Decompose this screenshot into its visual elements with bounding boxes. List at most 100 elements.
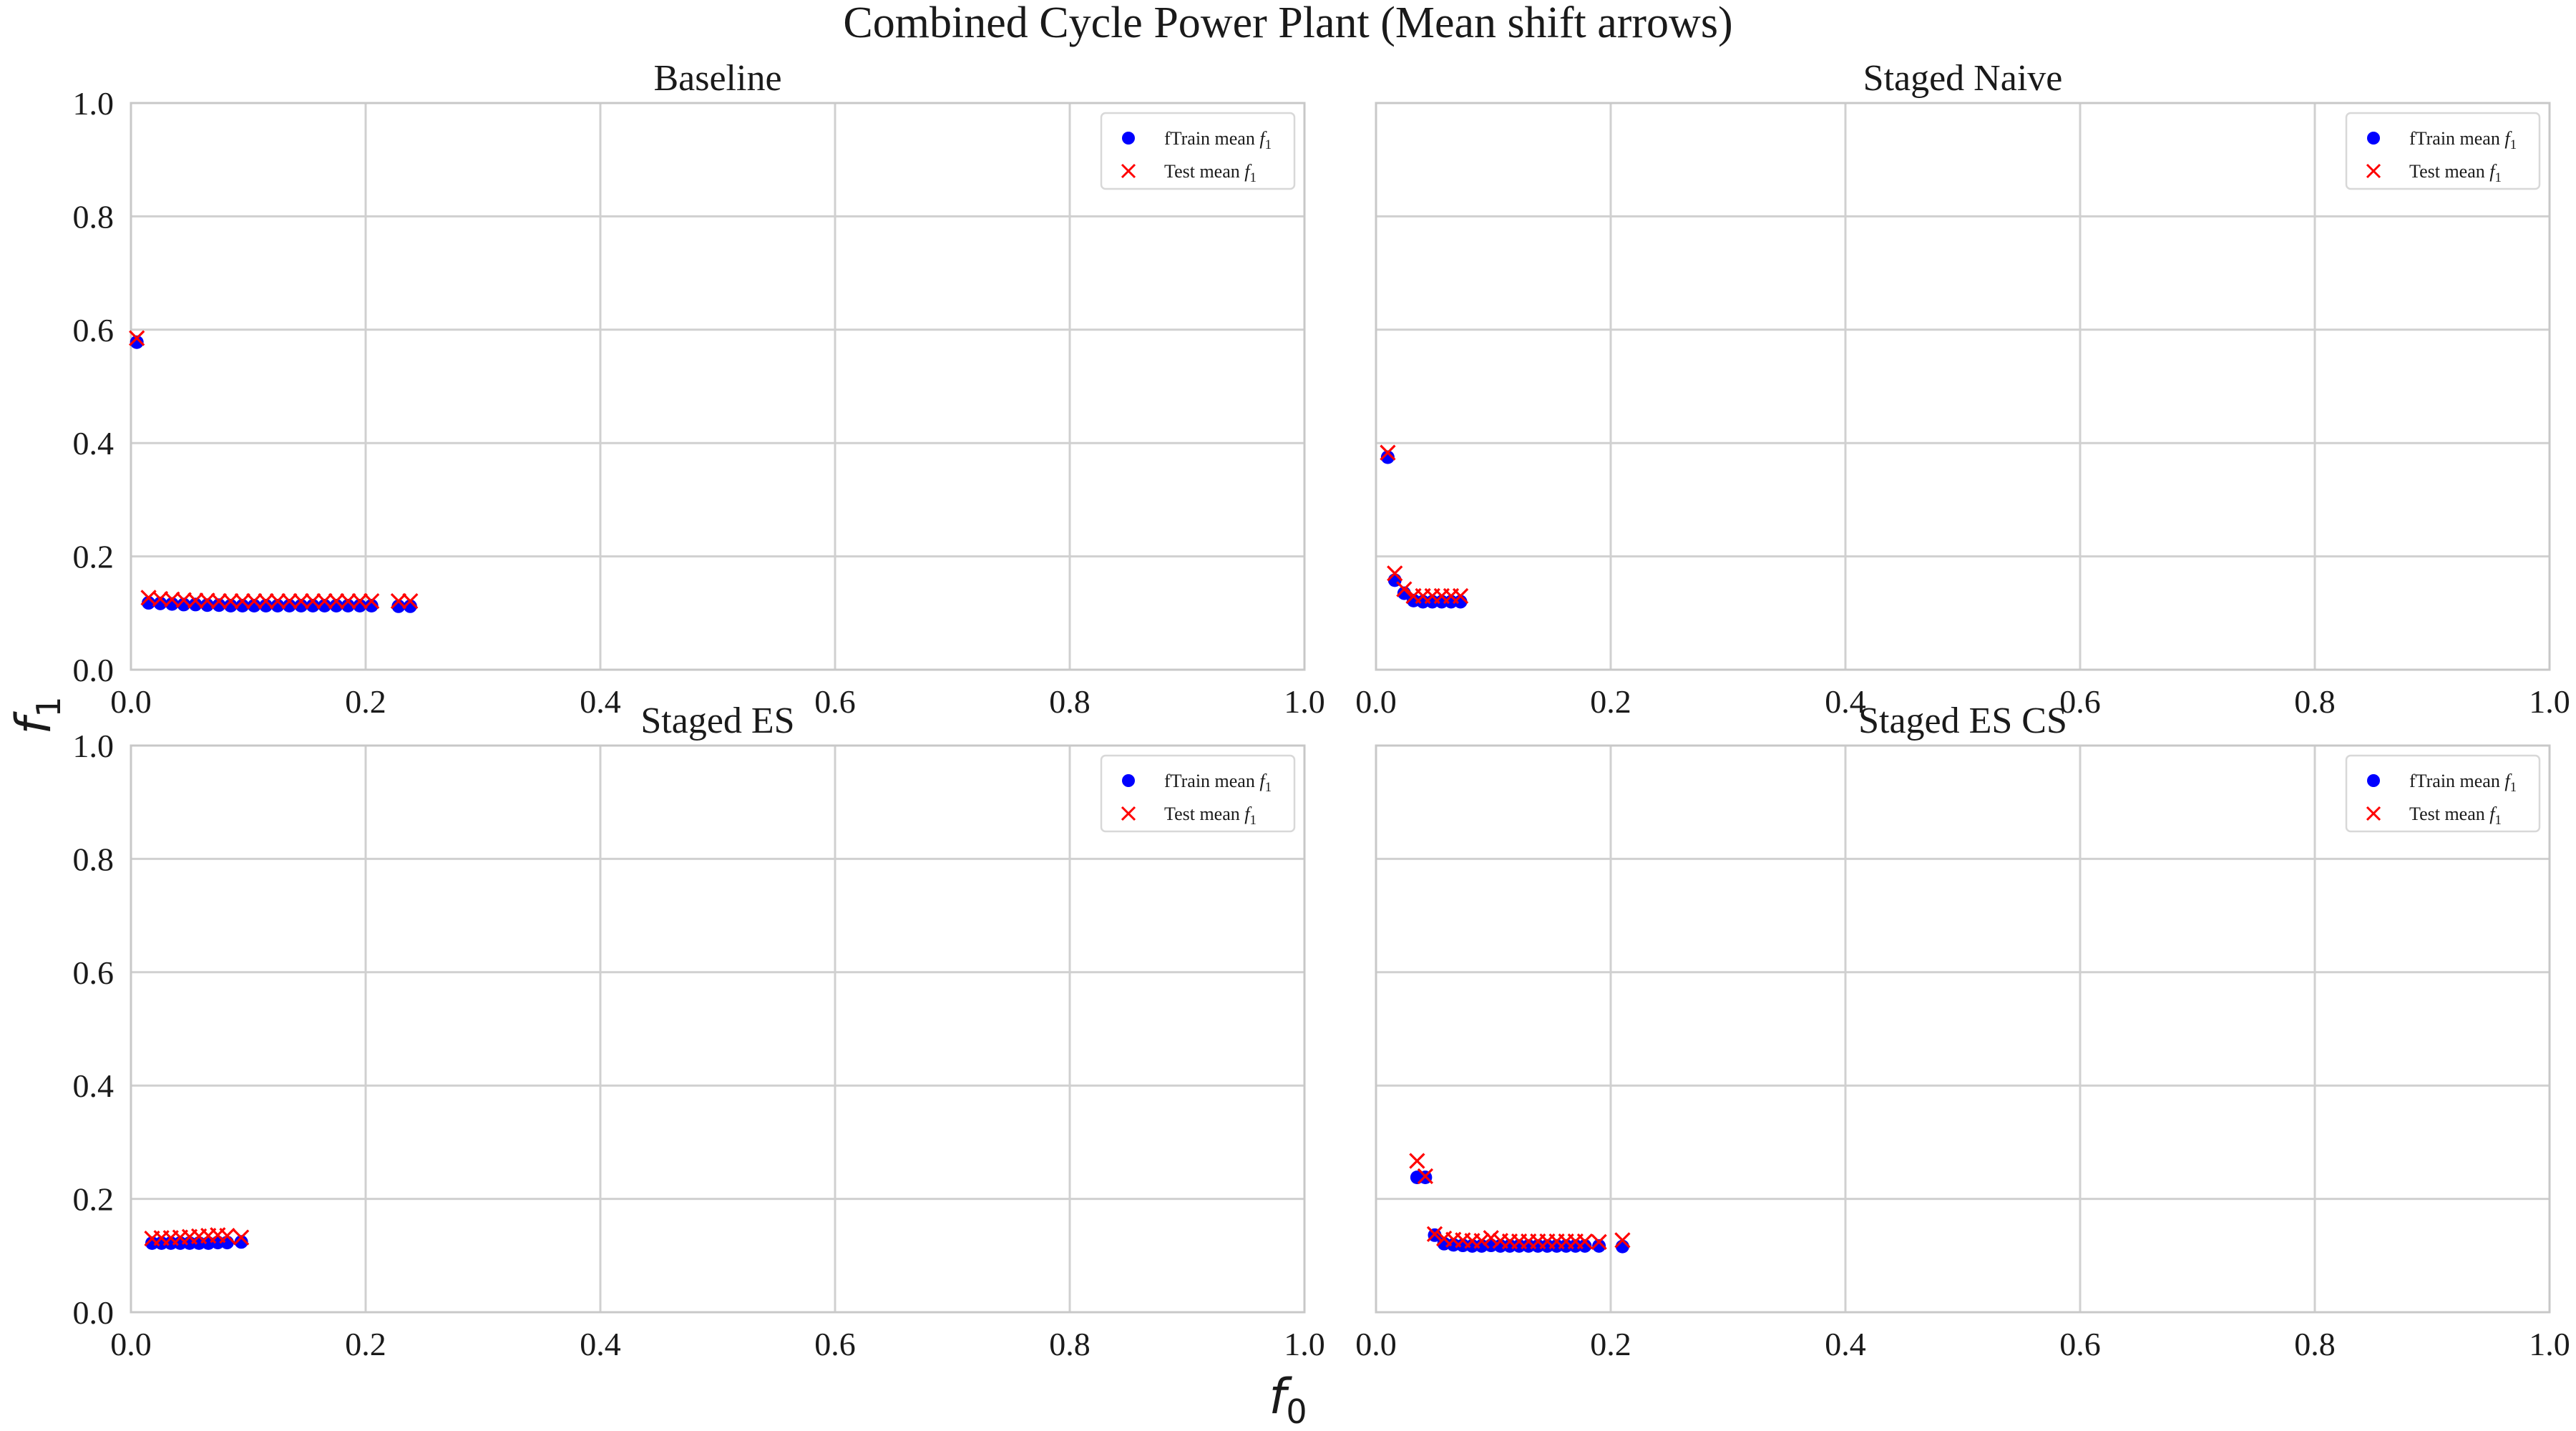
test-point [1576, 1233, 1594, 1250]
test-point [364, 593, 380, 610]
test-point [390, 593, 407, 610]
y-tick-label: 0.0 [73, 652, 114, 688]
test-point [316, 593, 333, 610]
x-tick-label: 0.4 [1825, 683, 1866, 720]
test-point [1409, 1153, 1425, 1169]
train-point [155, 1236, 169, 1250]
train-point [220, 1236, 234, 1250]
test-point [210, 593, 228, 610]
train-point [1550, 1239, 1564, 1253]
test-point [1473, 1233, 1490, 1249]
x-tick-label: 0.6 [814, 1326, 856, 1362]
legend-label-var: f [2489, 161, 2497, 182]
test-point [1483, 1230, 1499, 1246]
train-point [1512, 1239, 1526, 1253]
legend-label-var: f [1244, 161, 1252, 182]
test-point [351, 593, 368, 610]
train-point [329, 599, 343, 613]
train-point [1465, 1239, 1479, 1253]
legend-label-var: f [2504, 128, 2512, 149]
train-point [153, 596, 167, 610]
subplot-4: Staged ES CS 0.0 0.2 0.4 0.6 0.8 1.0 fTrain mea… [1355, 700, 2570, 1362]
train-point [1559, 1239, 1574, 1253]
train-point [259, 599, 273, 613]
train-point [1540, 1239, 1554, 1253]
train-point [1592, 1239, 1606, 1253]
legend-test-marker [1121, 163, 1136, 179]
series-test [1380, 444, 1469, 605]
axes-frame [130, 102, 1306, 671]
x-tick-label: 0.0 [110, 1326, 152, 1362]
x-tick-label: 0.6 [2059, 1326, 2101, 1362]
legend-label-text: Test mean [2409, 804, 2489, 824]
series-test [129, 330, 419, 610]
legend-box [2345, 754, 2541, 833]
test-point [340, 593, 356, 610]
test-point [1387, 565, 1403, 582]
legend-train-marker [2367, 774, 2380, 787]
x-tick-label: 0.0 [1355, 1326, 1397, 1362]
figure-title: Combined Cycle Power Plant (Mean shift a… [843, 0, 1732, 47]
legend-test-marker [2366, 163, 2381, 179]
train-point [130, 335, 144, 349]
legend-label-sub: 1 [2510, 780, 2517, 795]
test-point [1426, 1226, 1443, 1242]
legend-train-marker [1122, 132, 1135, 145]
legend-box [1100, 112, 1296, 190]
x-tick-label: 0.4 [1825, 1326, 1866, 1362]
test-point [293, 593, 309, 610]
train-point [212, 598, 226, 612]
test-point [164, 591, 180, 607]
y-axis-label-sub: 1 [29, 696, 68, 717]
legend-test-marker [2366, 806, 2381, 821]
test-point [1452, 587, 1469, 605]
train-point [1380, 450, 1395, 464]
y-tick-label: 0.2 [73, 539, 114, 575]
y-tick-label: 0.6 [73, 954, 114, 991]
legend-label-sub: 1 [2495, 813, 2502, 828]
x-tick-label: 0.2 [345, 1326, 386, 1362]
train-point [318, 599, 332, 613]
legend-label-var: f [2489, 804, 2497, 824]
legend-label: Test mean f1 [1164, 804, 1257, 828]
test-point [187, 592, 204, 609]
legend-label-sub: 1 [1250, 813, 1257, 828]
x-tick-label: 0.6 [2059, 683, 2101, 720]
train-point [364, 599, 379, 613]
train-point [234, 1235, 248, 1249]
x-axis-label-sub: 0 [1286, 1392, 1307, 1431]
legend-label-text: fTrain mean [1164, 771, 1259, 791]
series-test [1409, 1153, 1631, 1250]
legend-label: Test mean f1 [2409, 804, 2502, 828]
train-point [142, 596, 156, 610]
test-point [175, 592, 192, 608]
train-point [145, 1236, 160, 1250]
subplot-1: Baseline 0.0 0.2 0.4 0.6 0.8 1.0 0.0 0.2 0.4 0.6 0.… [73, 58, 1325, 720]
test-point [129, 330, 145, 346]
test-point [269, 593, 286, 610]
train-point [1578, 1239, 1592, 1253]
y-tick-label: 0.8 [73, 198, 114, 235]
legend-label-var: f [1244, 804, 1252, 824]
axes-frame [130, 744, 1306, 1314]
test-point [223, 593, 239, 610]
legend-train-marker [2367, 132, 2380, 145]
train-point [391, 599, 406, 613]
legend-label-text: Test mean [2409, 161, 2489, 182]
train-point [1531, 1239, 1545, 1253]
x-tick-label: 0.2 [1590, 1326, 1631, 1362]
legend-label-text: Test mean [1164, 804, 1244, 824]
subplot-title: Staged Naive [1863, 58, 2063, 99]
train-point [223, 599, 238, 613]
y-tick-label: 1.0 [73, 85, 114, 122]
test-point [199, 592, 215, 609]
test-point [1417, 1168, 1434, 1185]
x-tick-label: 0.8 [1049, 1326, 1091, 1362]
legend-label-sub: 1 [1265, 137, 1272, 152]
x-tick-label: 0.0 [1355, 683, 1397, 720]
